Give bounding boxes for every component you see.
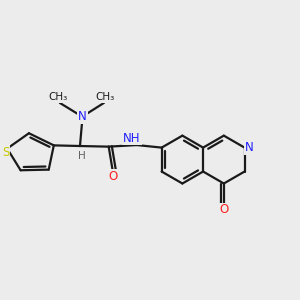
Text: CH₃: CH₃	[49, 92, 68, 102]
Text: N: N	[78, 110, 87, 123]
Text: CH₃: CH₃	[96, 92, 115, 102]
Text: S: S	[2, 146, 9, 159]
Text: O: O	[219, 203, 229, 217]
Text: N: N	[245, 141, 254, 154]
Text: NH: NH	[123, 131, 141, 145]
Text: O: O	[109, 169, 118, 182]
Text: H: H	[78, 151, 86, 160]
